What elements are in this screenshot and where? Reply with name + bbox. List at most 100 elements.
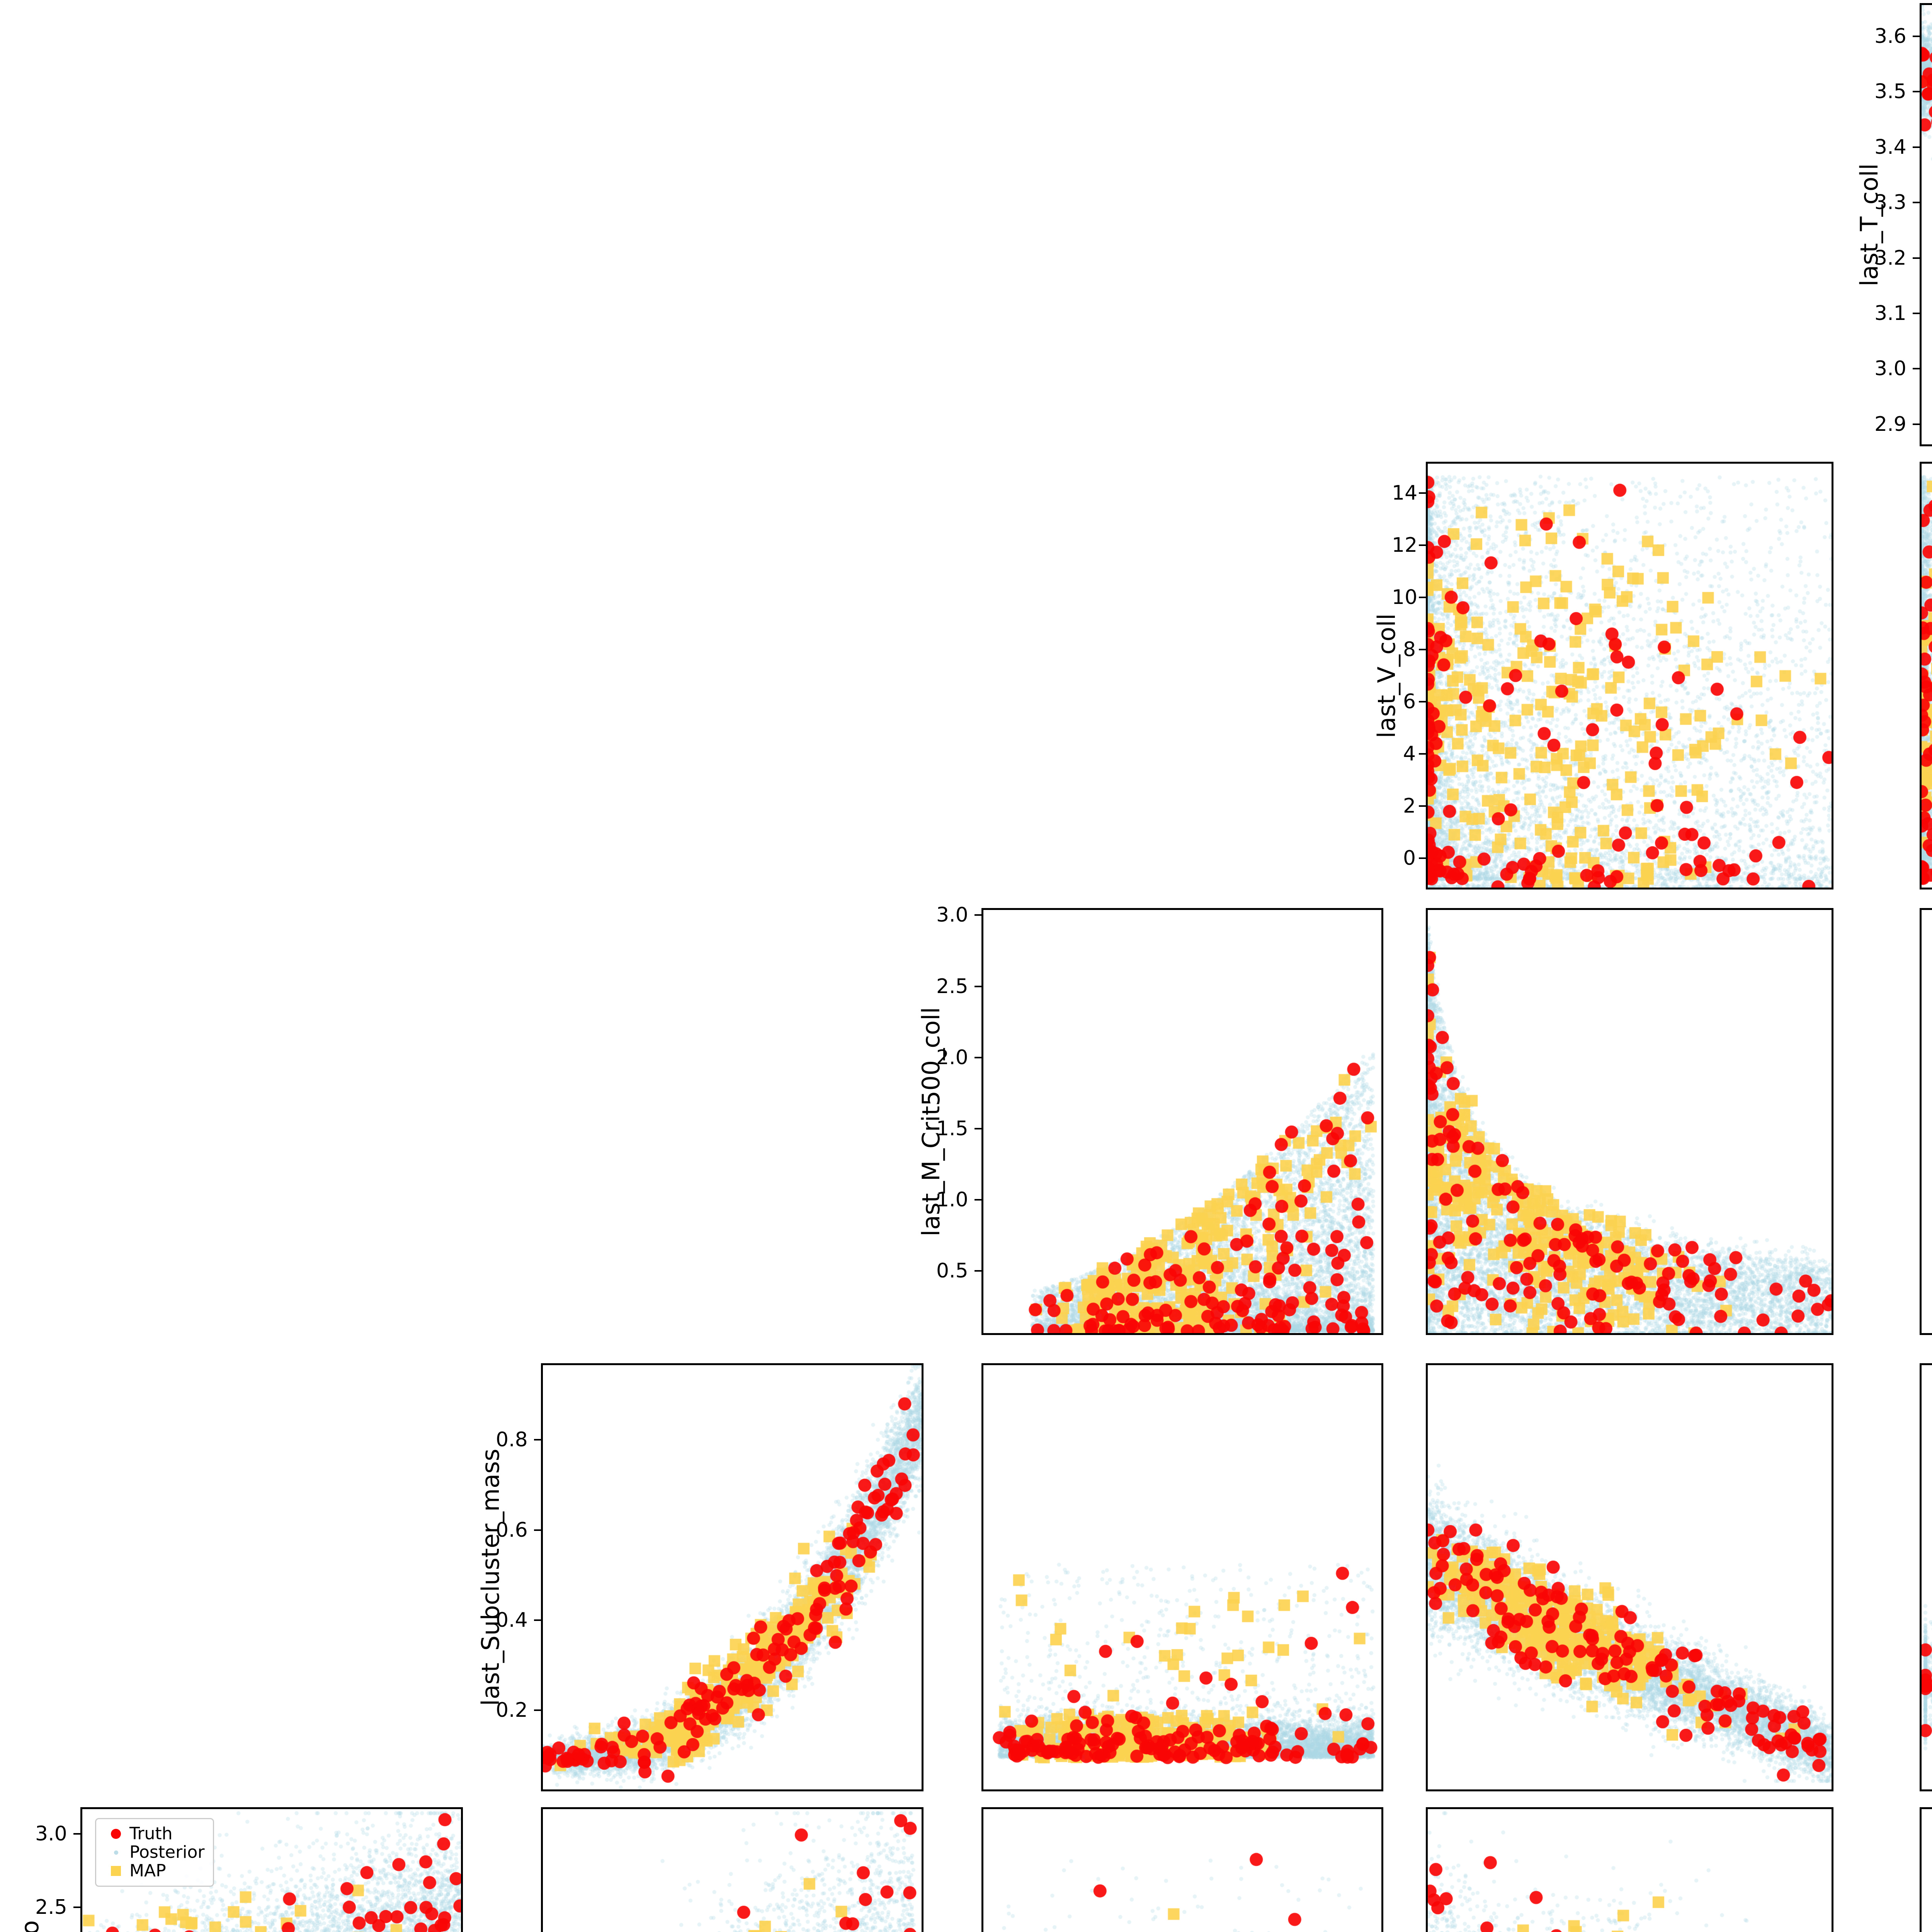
scatter-canvas	[543, 1365, 922, 1789]
y-tick-mark	[1913, 202, 1920, 204]
legend-label: Posterior	[129, 1842, 205, 1862]
legend-row-truth: Truth	[102, 1825, 204, 1843]
scatter-panel-r1-c4	[1920, 462, 1932, 889]
map-square-icon	[111, 1866, 121, 1876]
y-tick-mark	[73, 1833, 80, 1835]
y-tick-label: 2.0	[936, 1046, 968, 1069]
scatter-panel-r3-c3	[1426, 1363, 1833, 1791]
scatter-canvas	[543, 1809, 922, 1932]
y-tick-mark	[975, 1270, 981, 1272]
y-tick-mark	[975, 985, 981, 987]
y-tick-mark	[975, 1128, 981, 1129]
y-axis-label-0: last_T_coll	[1855, 163, 1883, 286]
scatter-canvas	[983, 1365, 1381, 1789]
scatter-panel-r4-c4	[1920, 1807, 1932, 1932]
truth-circle-icon	[111, 1829, 121, 1839]
y-tick-label: 0.6	[496, 1518, 528, 1542]
y-tick-label: 3.4	[1874, 135, 1906, 159]
y-tick-label: 4	[1403, 742, 1416, 765]
y-tick-mark	[1419, 701, 1426, 702]
y-tick-mark	[1419, 492, 1426, 494]
y-tick-mark	[1419, 753, 1426, 755]
posterior-dot-icon	[114, 1850, 118, 1855]
y-tick-label: 3.5	[1874, 80, 1906, 104]
y-tick-mark	[1913, 146, 1920, 148]
scatter-canvas	[1428, 1809, 1832, 1932]
y-tick-label: 0.5	[936, 1259, 968, 1283]
y-tick-label: 2.5	[936, 975, 968, 998]
scatter-canvas	[1922, 1365, 1932, 1789]
y-tick-mark	[1913, 368, 1920, 370]
y-tick-label: 3.6	[1874, 25, 1906, 48]
scatter-canvas	[1922, 1809, 1932, 1932]
scatter-panel-r2-c3	[1426, 908, 1833, 1335]
y-tick-label: 3.2	[1874, 246, 1906, 270]
y-tick-mark	[1913, 312, 1920, 314]
y-tick-label: 6	[1403, 690, 1416, 713]
y-tick-mark	[534, 1529, 541, 1531]
y-tick-mark	[1419, 597, 1426, 598]
y-tick-label: 0.4	[496, 1608, 528, 1632]
y-tick-label: 2	[1403, 794, 1416, 818]
y-axis-label-4: last_Mass_ratio	[16, 1920, 44, 1932]
scatter-panel-r4-c1	[541, 1807, 923, 1932]
legend-marker-slot	[102, 1829, 129, 1839]
y-tick-label: 1.0	[936, 1188, 968, 1212]
y-tick-mark	[1419, 544, 1426, 546]
y-tick-label: 3.1	[1874, 301, 1906, 325]
y-tick-mark	[1913, 257, 1920, 259]
legend-marker-slot	[102, 1866, 129, 1876]
y-tick-mark	[1913, 36, 1920, 37]
scatter-canvas	[1922, 464, 1932, 888]
scatter-canvas	[1922, 910, 1932, 1333]
y-tick-label: 1.5	[936, 1117, 968, 1140]
y-tick-label: 14	[1392, 481, 1418, 505]
plot-legend: Truth Posterior MAP	[95, 1818, 214, 1887]
y-tick-mark	[534, 1709, 541, 1711]
y-tick-label: 3.0	[35, 1822, 67, 1845]
scatter-canvas	[1428, 1365, 1832, 1789]
y-tick-mark	[1419, 805, 1426, 807]
scatter-panel-r2-c2	[981, 908, 1383, 1335]
y-axis-label-2: last_M_Crit500_coll	[917, 1007, 945, 1236]
y-tick-label: 3.0	[936, 903, 968, 927]
scatter-canvas	[983, 1809, 1381, 1932]
y-tick-mark	[1913, 91, 1920, 93]
scatter-panel-r1-c3	[1426, 462, 1833, 889]
y-tick-label: 3.0	[1874, 357, 1906, 381]
y-tick-label: 10	[1392, 586, 1418, 609]
scatter-canvas	[1428, 910, 1832, 1333]
y-tick-label: 12	[1392, 534, 1418, 557]
y-tick-mark	[975, 1056, 981, 1058]
y-tick-label: 3.3	[1874, 191, 1906, 214]
y-tick-mark	[1913, 423, 1920, 425]
y-tick-mark	[534, 1439, 541, 1441]
y-tick-mark	[975, 914, 981, 916]
y-tick-mark	[1419, 649, 1426, 650]
scatter-panel-r0-c4	[1920, 3, 1932, 446]
y-axis-label-3: last_Subcluster_mass	[476, 1449, 505, 1706]
y-tick-label: 0.8	[496, 1428, 528, 1452]
scatter-panel-r4-c3	[1426, 1807, 1833, 1932]
y-tick-mark	[534, 1619, 541, 1621]
scatter-panel-r3-c2	[981, 1363, 1383, 1791]
y-axis-label-1: last_V_coll	[1372, 613, 1401, 738]
y-tick-mark	[975, 1199, 981, 1201]
scatter-panel-r3-c4	[1920, 1363, 1932, 1791]
y-tick-label: 8	[1403, 638, 1416, 661]
legend-marker-slot	[102, 1850, 129, 1855]
legend-label: Truth	[129, 1824, 173, 1844]
legend-row-map: MAP	[102, 1862, 204, 1880]
y-tick-mark	[1419, 857, 1426, 859]
y-tick-label: 0.2	[496, 1699, 528, 1722]
y-tick-label: 2.9	[1874, 412, 1906, 436]
y-tick-label: 0	[1403, 847, 1416, 870]
y-tick-label: 2.5	[35, 1895, 67, 1919]
legend-row-posterior: Posterior	[102, 1843, 204, 1862]
scatter-panel-r4-c2	[981, 1807, 1383, 1932]
y-tick-mark	[73, 1906, 80, 1908]
legend-label: MAP	[129, 1861, 166, 1881]
scatter-panel-r2-c4	[1920, 908, 1932, 1335]
scatter-panel-r3-c1	[541, 1363, 923, 1791]
